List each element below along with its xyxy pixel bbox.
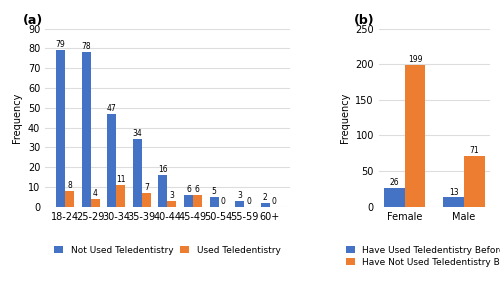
- Text: 4: 4: [92, 189, 98, 198]
- Bar: [158, 175, 168, 207]
- Bar: [184, 195, 193, 207]
- Text: 8: 8: [67, 181, 72, 190]
- Text: 6: 6: [195, 185, 200, 194]
- Text: 0: 0: [220, 197, 226, 206]
- Text: 3: 3: [170, 191, 174, 200]
- Text: (a): (a): [23, 14, 43, 28]
- Text: 79: 79: [56, 40, 66, 49]
- Text: 13: 13: [449, 188, 458, 197]
- Bar: [90, 199, 100, 207]
- Text: 34: 34: [132, 129, 142, 138]
- Bar: [133, 139, 142, 207]
- Text: 199: 199: [408, 55, 422, 64]
- Text: 6: 6: [186, 185, 191, 194]
- Bar: [464, 156, 485, 207]
- Text: 5: 5: [212, 187, 216, 196]
- Legend: Not Used Teledentistry, Used Teledentistry: Not Used Teledentistry, Used Teledentist…: [52, 243, 283, 258]
- Bar: [56, 51, 65, 207]
- Text: 78: 78: [82, 42, 91, 51]
- Text: 7: 7: [144, 183, 148, 192]
- Bar: [384, 188, 404, 207]
- Text: 3: 3: [237, 191, 242, 200]
- Bar: [260, 203, 270, 207]
- Bar: [193, 195, 202, 207]
- Bar: [142, 193, 151, 207]
- Text: 47: 47: [107, 104, 117, 113]
- Bar: [116, 185, 125, 207]
- Text: 71: 71: [470, 146, 480, 155]
- Legend: Have Used Teledentistry Before, Have Not Used Teledentistry Before: Have Used Teledentistry Before, Have Not…: [343, 243, 500, 269]
- Bar: [65, 191, 74, 207]
- Text: 11: 11: [116, 175, 126, 184]
- Bar: [82, 53, 90, 207]
- Bar: [210, 197, 218, 207]
- Text: 16: 16: [158, 165, 168, 174]
- Y-axis label: Frequency: Frequency: [340, 92, 349, 143]
- Bar: [404, 65, 425, 207]
- Text: 2: 2: [263, 193, 268, 202]
- Text: 0: 0: [272, 197, 276, 206]
- Bar: [235, 201, 244, 207]
- Text: (b): (b): [354, 14, 375, 28]
- Bar: [108, 114, 116, 207]
- Text: 0: 0: [246, 197, 251, 206]
- Y-axis label: Frequency: Frequency: [12, 92, 22, 143]
- Bar: [444, 197, 464, 207]
- Text: 26: 26: [390, 179, 399, 187]
- Bar: [168, 201, 176, 207]
